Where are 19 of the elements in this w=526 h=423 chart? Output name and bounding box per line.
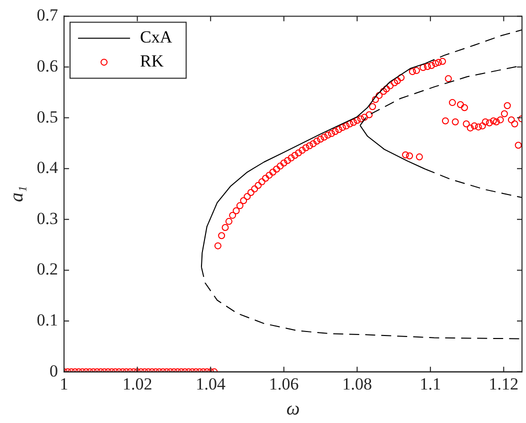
legend-label: CxA bbox=[140, 28, 173, 47]
x-tick-label: 1 bbox=[60, 374, 68, 394]
x-tick-label: 1.1 bbox=[420, 374, 442, 394]
y-tick-label: 0.3 bbox=[36, 208, 58, 228]
y-tick-label: 0.4 bbox=[36, 158, 59, 178]
legend-label: RK bbox=[140, 52, 164, 71]
x-tick-label: 1.06 bbox=[268, 374, 299, 394]
x-tick-label: 1.08 bbox=[342, 374, 372, 394]
y-tick-label: 0 bbox=[50, 361, 58, 380]
x-tick-label: 1.12 bbox=[488, 374, 519, 394]
y-tick-label: 0.2 bbox=[36, 260, 58, 279]
x-tick-label: 1.02 bbox=[122, 374, 152, 394]
y-tick-label: 0.1 bbox=[36, 310, 58, 330]
y-tick-label: 0.7 bbox=[36, 6, 59, 25]
x-axis-title: ω bbox=[286, 398, 300, 420]
y-tick-label: 0.5 bbox=[36, 107, 58, 126]
x-tick-label: 1.04 bbox=[196, 374, 226, 394]
y-axis-title: a₁ bbox=[6, 186, 28, 202]
y-tick-label: 0.6 bbox=[36, 56, 58, 76]
